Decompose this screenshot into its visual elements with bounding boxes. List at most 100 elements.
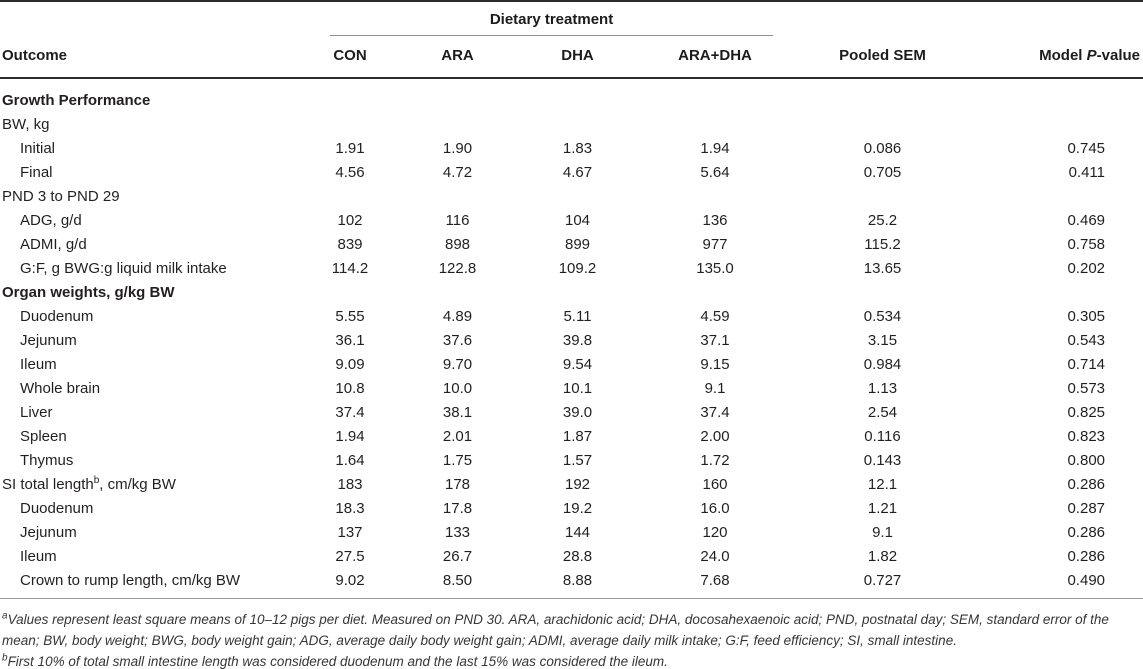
cell-value	[400, 113, 515, 137]
cell-value: 0.800	[1067, 452, 1106, 469]
cell-value: 0.305	[1067, 308, 1106, 325]
table-row: G:F, g BWG:g liquid milk intake 114.2 122.…	[0, 257, 1143, 281]
table-header: Dietary treatment Outcome CON ARA DHA AR…	[0, 1, 1143, 79]
table-row: Duodenum 18.3 17.8 19.2 16.0 1.21 0.287	[0, 497, 1143, 521]
row-label: Organ weights, g/kg BW	[2, 284, 175, 301]
cell-value: 1.21	[867, 500, 898, 517]
cell-value: 2.54	[867, 404, 898, 421]
cell-value: 0.286	[1067, 548, 1106, 565]
table-row: Ileum 9.09 9.70 9.54 9.15 0.984 0.714	[0, 353, 1143, 377]
cell-value: 5.11	[563, 308, 592, 325]
cell-value: 8.50	[400, 568, 515, 599]
group-header-spacer	[975, 1, 1143, 36]
row-label: Final	[20, 164, 53, 181]
table-row: SI total lengthb, cm/kg BW 183 178 192 160 12…	[0, 473, 1143, 497]
dietary-treatment-label: Dietary treatment	[330, 11, 774, 36]
cell-value: 115.2	[864, 236, 901, 253]
table-body: Growth Performance BW, kg Initial 1.91 1.90 1…	[0, 78, 1143, 599]
table-row: Liver 37.4 38.1 39.0 37.4 2.54 0.825	[0, 401, 1143, 425]
cell-value: 0.714	[1067, 356, 1106, 373]
cell-value: 0.286	[1067, 476, 1106, 493]
column-header-row: Outcome CON ARA DHA ARA+DHA Pooled SEM M…	[0, 36, 1143, 79]
table-row: Organ weights, g/kg BW	[0, 281, 1143, 305]
column-header-dha: DHA	[515, 36, 640, 79]
cell-value: 192	[564, 476, 591, 493]
cell-value: 0.287	[1067, 500, 1106, 517]
cell-value	[790, 113, 975, 137]
cell-value: 4.89	[442, 308, 473, 325]
cell-value: 9.70	[442, 356, 473, 373]
cell-value: 0.143	[863, 452, 902, 469]
column-header-pooled-sem: Pooled SEM	[790, 36, 976, 79]
cell-value	[790, 78, 975, 113]
row-label: PND 3 to PND 29	[2, 188, 120, 205]
cell-value	[975, 113, 1143, 137]
cell-value: 116	[445, 212, 470, 229]
cell-value: 38.1	[442, 404, 473, 421]
row-label: Liver	[20, 404, 53, 421]
dietary-treatment-group-header: Dietary treatment	[300, 1, 790, 36]
cell-value: 133	[444, 524, 471, 541]
row-label: BW, kg	[2, 116, 50, 133]
cell-value: 1.91	[335, 140, 365, 157]
cell-value: 109.2	[558, 260, 597, 277]
column-header-con: CON	[300, 36, 400, 79]
cell-value	[975, 185, 1143, 209]
cell-value: 39.0	[562, 404, 593, 421]
cell-value: 0.823	[1067, 428, 1106, 445]
column-header-outcome: Outcome	[0, 36, 300, 79]
row-label: Initial	[20, 140, 56, 157]
cell-value	[515, 281, 640, 305]
cell-value: 1.13	[867, 380, 898, 397]
cell-value	[300, 281, 400, 305]
cell-value	[400, 78, 515, 113]
cell-value: 28.8	[562, 548, 593, 565]
cell-value: 18.3	[335, 500, 365, 517]
column-header-ara: ARA	[400, 36, 515, 79]
row-label: Jejunum	[20, 524, 77, 541]
cell-value: 37.4	[335, 404, 365, 421]
cell-value: 10.8	[335, 380, 365, 397]
cell-value: 0.534	[863, 308, 902, 325]
cell-value: 898	[444, 236, 471, 253]
cell-value: 183	[337, 476, 363, 493]
table-row: Spleen 1.94 2.01 1.87 2.00 0.116 0.823	[0, 425, 1143, 449]
cell-value: 7.68	[640, 568, 791, 599]
cell-value: 0.984	[863, 356, 902, 373]
cell-value: 37.6	[442, 332, 473, 349]
p-value-prefix: Model	[1039, 47, 1087, 64]
cell-value: 0.469	[1067, 212, 1106, 229]
cell-value: 0.543	[1067, 332, 1106, 349]
table-row: Ileum 27.5 26.7 28.8 24.0 1.82 0.286	[0, 545, 1143, 569]
group-header-row: Dietary treatment	[0, 1, 1143, 36]
outcomes-table: Dietary treatment Outcome CON ARA DHA AR…	[0, 0, 1143, 599]
table-row: Jejunum 36.1 37.6 39.8 37.1 3.15 0.543	[0, 329, 1143, 353]
cell-value: 102	[337, 212, 363, 229]
cell-value: 5.64	[700, 164, 730, 181]
cell-value: 10.0	[442, 380, 473, 397]
table-row: ADMI, g/d 839 898 899 977 115.2 0.758	[0, 233, 1143, 257]
row-label: Spleen	[20, 428, 67, 445]
cell-value: 4.72	[442, 164, 473, 181]
cell-value: 9.54	[562, 356, 593, 373]
p-value-suffix: -value	[1096, 47, 1141, 64]
cell-value: 36.1	[335, 332, 365, 349]
cell-value	[640, 185, 790, 209]
cell-value: 0.490	[975, 568, 1143, 599]
row-label: SI total lengthb, cm/kg BW	[2, 475, 176, 494]
cell-value: 0.745	[1067, 140, 1106, 157]
cell-value	[400, 185, 515, 209]
cell-value	[640, 78, 790, 113]
cell-value: 12.1	[867, 476, 898, 493]
cell-value: 13.65	[863, 260, 902, 277]
cell-value: 9.15	[700, 356, 730, 373]
table-row: BW, kg	[0, 113, 1143, 137]
row-label: Crown to rump length, cm/kg BW	[0, 568, 300, 599]
cell-value: 839	[337, 236, 363, 253]
cell-value: 120	[702, 524, 728, 541]
cell-value: 899	[564, 236, 591, 253]
cell-value: 1.94	[335, 428, 365, 445]
footnote-a-text: Values represent least square means of 1…	[2, 612, 1109, 648]
row-label: Ileum	[20, 356, 57, 373]
